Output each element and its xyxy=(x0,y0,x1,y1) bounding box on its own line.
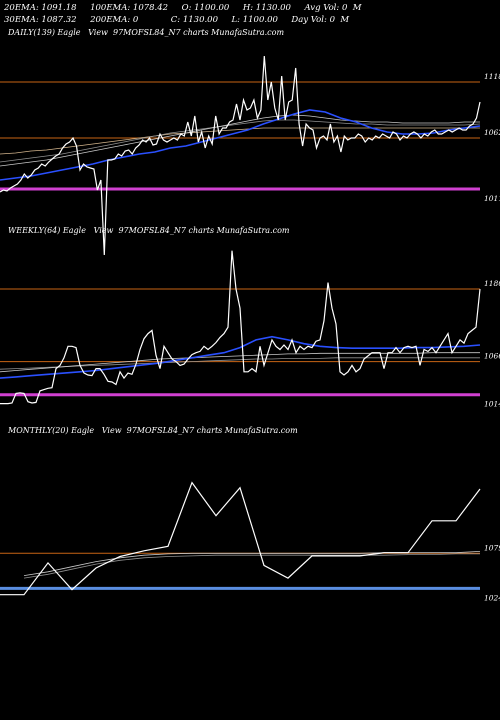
ema20-value: 20EMA: 1091.18 xyxy=(4,3,77,13)
weekly-series-2-line xyxy=(0,352,480,373)
daily-chart-caption: DAILY(139) Eagle View 97MOFSL84_N7 chart… xyxy=(8,28,285,37)
weekly-tick-label-1066: 1066 xyxy=(484,352,500,361)
weekly-tick-label-1014: 1014 xyxy=(484,400,500,409)
daily-series-1-line xyxy=(0,109,481,181)
day-vol-value: Day Vol: 0 M xyxy=(291,15,350,25)
monthly-series-0-line xyxy=(0,481,481,596)
daily-series-2-line xyxy=(0,114,480,167)
low-value: L: 1100.00 xyxy=(231,15,278,25)
close-value: C: 1130.00 xyxy=(170,15,219,25)
daily-series-4-line xyxy=(0,127,480,155)
open-value: O: 1100.00 xyxy=(181,3,230,13)
monthly-chart-caption: MONTHLY(20) Eagle View 97MOFSL84_N7 char… xyxy=(8,426,298,435)
ema100-value: 100EMA: 1078.42 xyxy=(90,3,169,13)
ema30-value: 30EMA: 1087.32 xyxy=(4,15,77,25)
avg-vol-value: Avg Vol: 0 M xyxy=(304,3,362,13)
daily-series-0-line xyxy=(0,55,481,256)
weekly-tick-label-1180: 1180 xyxy=(484,279,500,288)
weekly-series-3-line xyxy=(0,357,480,370)
monthly-tick-label-1079: 1079 xyxy=(484,543,500,552)
monthly-series-2-line xyxy=(23,553,480,579)
daily-tick-label-1062: 1062 xyxy=(484,128,500,137)
ema200-value: 200EMA: 0 xyxy=(90,15,139,25)
high-value: H: 1130.00 xyxy=(242,3,291,13)
header-line-1: 20EMA: 1091.18 100EMA: 1078.42 O: 1100.0… xyxy=(4,3,361,13)
monthly-tick-label-1024: 1024 xyxy=(484,593,500,602)
header-line-2: 30EMA: 1087.32 200EMA: 0 C: 1130.00 L: 1… xyxy=(4,15,349,25)
weekly-series-1-line xyxy=(0,335,481,379)
daily-series-3-line xyxy=(0,119,481,163)
weekly-series-0-line xyxy=(0,250,481,405)
